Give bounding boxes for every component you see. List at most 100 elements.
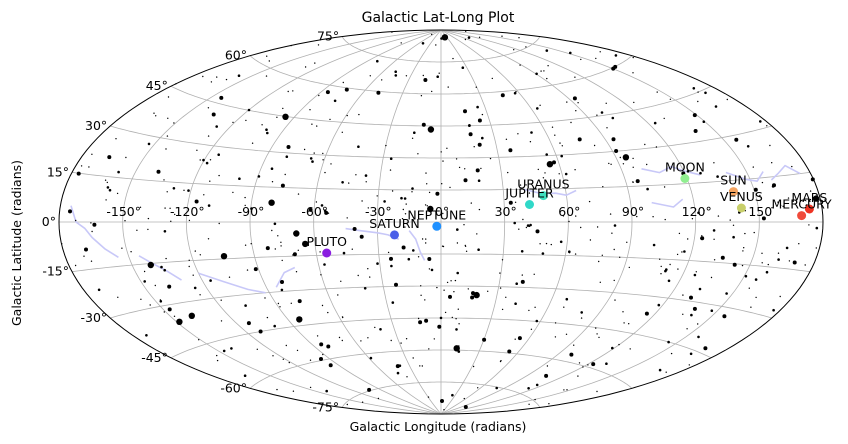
star [577,375,579,377]
star [304,66,307,68]
star [766,125,768,127]
star [261,124,263,126]
star [528,403,530,405]
star [401,218,404,220]
star [463,397,465,400]
star [251,142,254,144]
star [106,181,109,184]
star [333,99,337,103]
planet-label-sun: SUN [720,173,746,188]
star [176,318,183,325]
x-tick-label: -30° [365,204,392,219]
star [682,294,684,296]
star [575,215,577,217]
star [682,313,684,315]
star [546,77,548,80]
star [754,278,758,281]
star [722,314,727,319]
planet-label-mars: MARS [791,190,827,205]
star [652,216,654,218]
star [782,205,784,207]
star [413,131,416,134]
star [270,167,274,170]
star [441,183,443,185]
star [440,151,442,153]
star [147,228,149,231]
star [746,145,750,148]
star [667,340,670,344]
star [351,248,353,250]
gridline-parallel [71,171,811,191]
star [441,34,449,41]
x-tick-label: 60° [558,204,580,219]
star [435,44,437,46]
star [313,152,315,154]
star [173,122,175,124]
star [580,226,582,229]
star [341,131,343,133]
star [750,306,752,308]
star [228,276,231,278]
star [534,306,536,308]
star [421,365,423,367]
star [660,273,662,275]
star [622,163,625,165]
star [507,171,509,174]
star [308,207,313,212]
star [412,357,414,359]
star [295,271,298,273]
star [473,291,480,299]
x-tick-label: 30° [495,204,517,219]
star [281,259,283,262]
constellation-layer [70,164,801,294]
planet-label-mercury: MERCURY [772,197,833,212]
star [286,145,291,149]
star [467,288,469,290]
star [761,181,764,184]
star [425,242,427,244]
star [554,134,556,136]
star [346,217,348,219]
star [194,199,199,204]
star [406,376,408,378]
star [713,259,716,261]
star [461,66,465,69]
star [611,116,615,120]
star [188,312,195,319]
star [451,393,454,397]
star [732,262,737,267]
star [692,113,697,118]
star [198,339,200,341]
star [121,247,123,249]
star [361,401,364,403]
star [689,352,693,356]
star [302,240,309,248]
star [665,371,667,373]
star [550,243,552,246]
star [628,266,630,269]
star [187,189,190,192]
star [447,86,449,88]
star [779,295,781,298]
star [199,254,201,256]
star [68,209,72,214]
star [560,154,563,158]
star [809,190,812,192]
star [458,345,460,347]
star [311,123,313,125]
star [453,345,460,352]
star [440,399,444,403]
star [580,311,583,314]
star [554,336,557,338]
star [771,185,775,188]
star [342,81,344,84]
star [446,281,449,284]
star [207,107,210,109]
star [477,387,479,389]
star [458,323,460,325]
planet-label-neptune: NEPTUNE [407,207,466,222]
star [529,141,532,143]
star [792,260,797,265]
planet-label-pluto: PLUTO [306,234,347,249]
star [163,268,166,272]
